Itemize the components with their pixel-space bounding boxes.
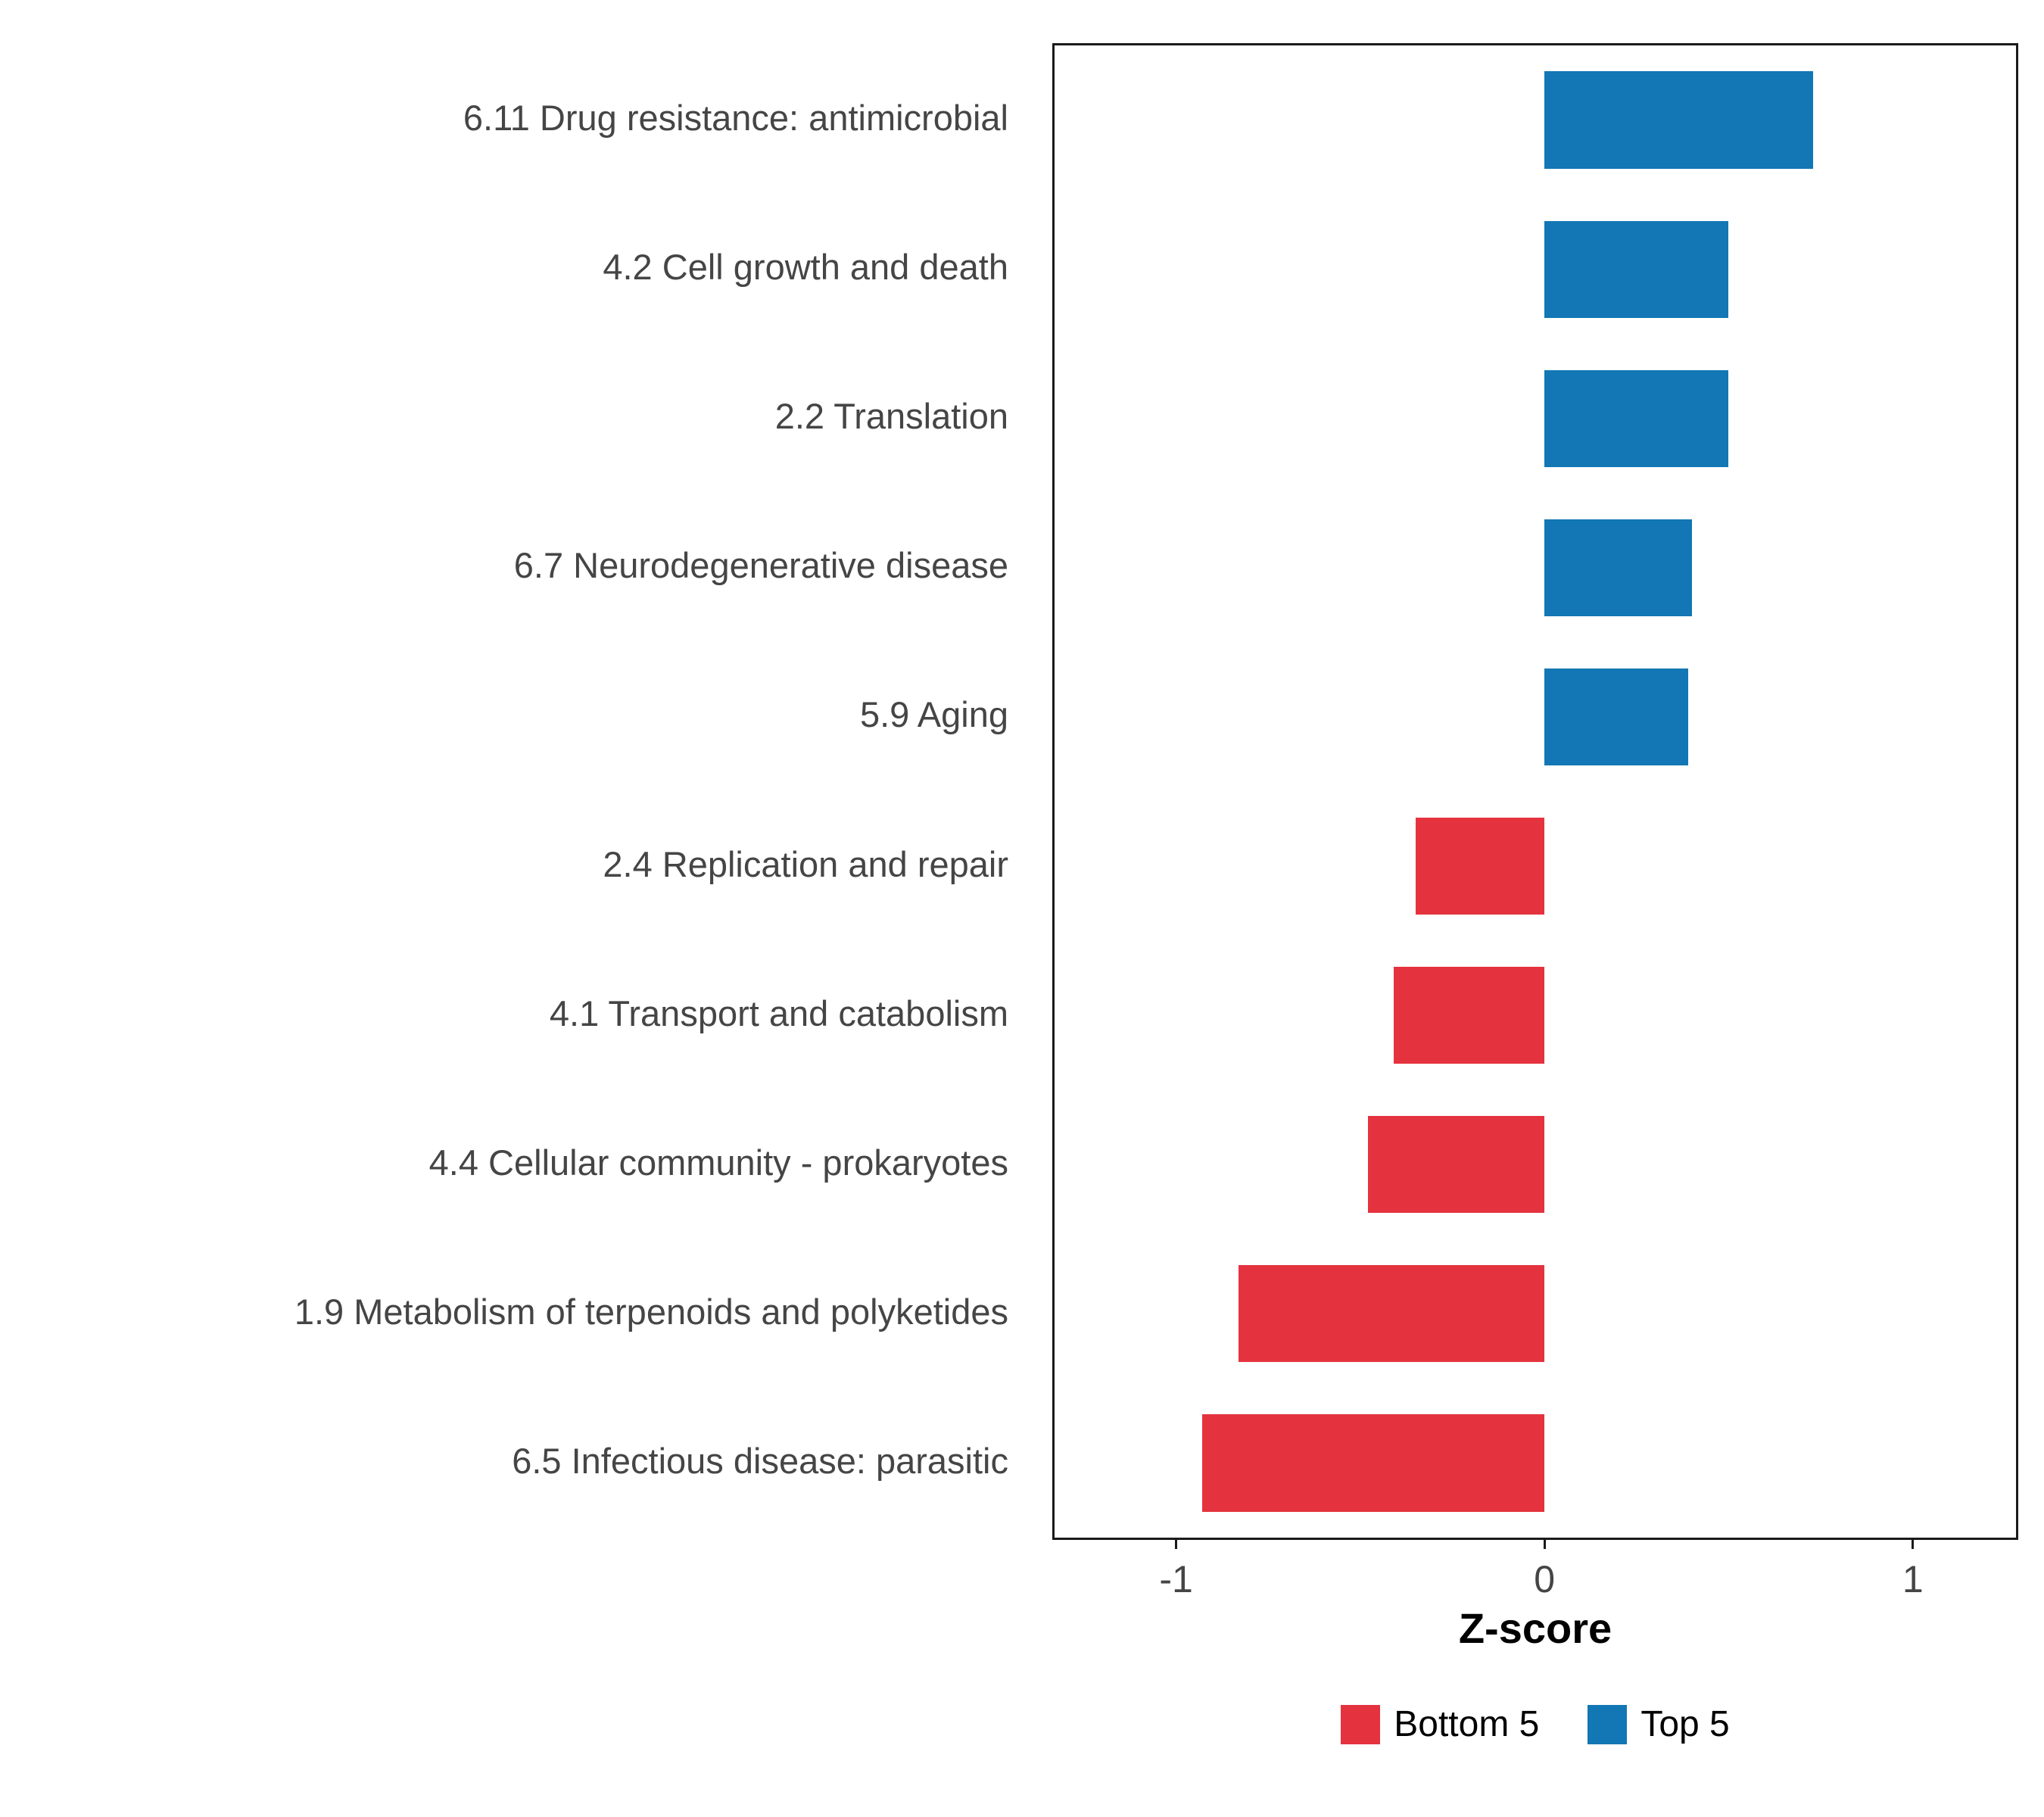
legend-label: Top 5 — [1640, 1704, 1730, 1744]
bar-bottom-5 — [1239, 1265, 1545, 1363]
x-axis-tick-mark — [1175, 1538, 1178, 1549]
y-axis-label: 5.9 Aging — [859, 694, 1008, 735]
bar-top-5 — [1544, 71, 1814, 169]
y-axis-label: 4.1 Transport and catabolism — [549, 993, 1008, 1033]
x-axis-tick-label: 0 — [1534, 1558, 1556, 1600]
bar-bottom-5 — [1201, 1414, 1545, 1512]
bar-bottom-5 — [1367, 1116, 1545, 1214]
legend-swatch — [1341, 1704, 1381, 1744]
bar-top-5 — [1544, 668, 1688, 765]
y-axis-label: 6.7 Neurodegenerative disease — [513, 545, 1008, 586]
bar-bottom-5 — [1415, 817, 1545, 915]
y-axis-label: 1.9 Metabolism of terpenoids and polyket… — [294, 1291, 1008, 1332]
x-axis-tick-label: -1 — [1159, 1558, 1193, 1600]
legend-item-top-5: Top 5 — [1588, 1703, 1730, 1745]
y-axis-label: 2.4 Replication and repair — [603, 843, 1008, 884]
y-axis-label: 4.4 Cellular community - prokaryotes — [428, 1142, 1008, 1183]
y-axis-label: 6.5 Infectious disease: parasitic — [512, 1440, 1008, 1481]
legend-label: Bottom 5 — [1394, 1704, 1540, 1744]
bar-top-5 — [1544, 519, 1692, 616]
y-axis-labels: 6.11 Drug resistance: antimicrobial 4.2 C… — [0, 43, 1028, 1535]
bar-top-5 — [1544, 220, 1729, 318]
x-axis-title: Z-score — [1458, 1604, 1612, 1652]
legend: Bottom 5 Top 5 — [1052, 1703, 2018, 1745]
x-axis: -1 0 1 — [1052, 1538, 2018, 1628]
x-axis-tick-mark — [1912, 1538, 1915, 1549]
plot-panel — [1052, 43, 2018, 1540]
y-axis-label: 6.11 Drug resistance: antimicrobial — [463, 98, 1008, 139]
legend-item-bottom-5: Bottom 5 — [1341, 1703, 1539, 1745]
y-axis-label: 4.2 Cell growth and death — [603, 247, 1008, 288]
y-axis-label: 2.2 Translation — [774, 396, 1008, 437]
x-axis-tick-label: 1 — [1902, 1558, 1924, 1600]
bar-bottom-5 — [1393, 967, 1545, 1064]
bar-top-5 — [1544, 369, 1729, 467]
x-axis-tick-mark — [1543, 1538, 1546, 1549]
legend-swatch — [1588, 1704, 1628, 1744]
